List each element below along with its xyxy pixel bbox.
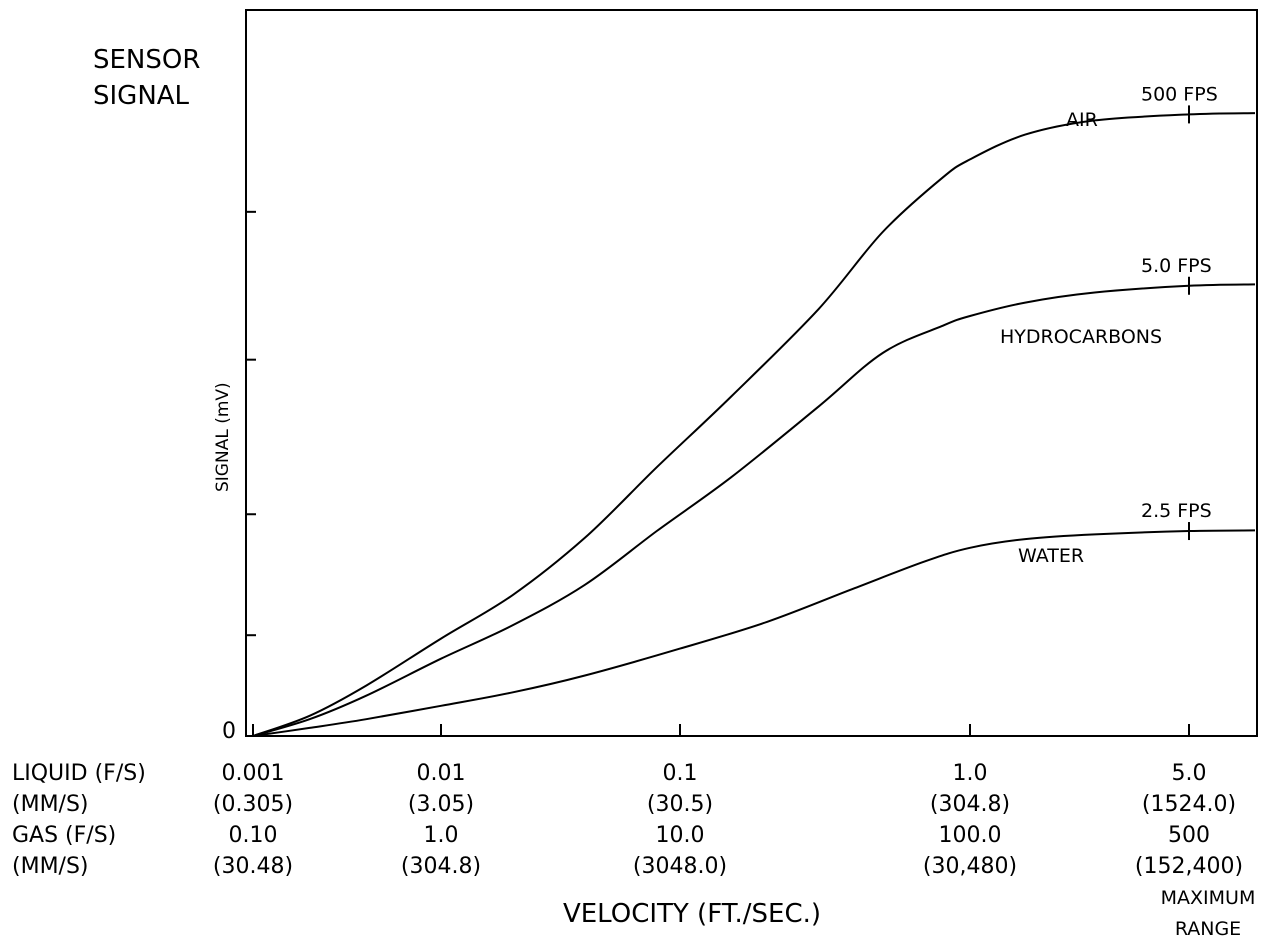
- axis-row-label-1: LIQUID (F/S): [12, 761, 146, 786]
- tick-value-3-0: 1.0: [953, 761, 988, 786]
- tick-value-0-0: 0.001: [222, 761, 285, 786]
- plot-frame: [245, 9, 1258, 737]
- end-label-hydrocarbons: 5.0 FPS: [1141, 255, 1212, 277]
- max-range-note-1: MAXIMUM: [1161, 887, 1256, 909]
- curve-water: [252, 529, 1256, 737]
- tick-value-1-2: 1.0: [424, 823, 459, 848]
- end-label-air: 500 FPS: [1141, 83, 1218, 105]
- curve-label-air: AIR: [1066, 109, 1098, 131]
- curve-air: [252, 112, 1256, 737]
- tick-value-1-0: 0.01: [417, 761, 466, 786]
- y-axis-label: SIGNAL (mV): [213, 382, 233, 492]
- chart-title-line-2: SIGNAL: [93, 81, 190, 111]
- tick-value-4-3: (152,400): [1135, 854, 1243, 879]
- y-zero-label: 0: [222, 719, 236, 744]
- tick-value-2-2: 10.0: [656, 823, 705, 848]
- tick-value-4-1: (1524.0): [1142, 792, 1236, 817]
- axis-row-label-3: GAS (F/S): [12, 823, 116, 848]
- tick-value-2-3: (3048.0): [633, 854, 727, 879]
- tick-value-4-0: 5.0: [1172, 761, 1207, 786]
- tick-value-3-3: (30,480): [923, 854, 1017, 879]
- tick-value-1-1: (3.05): [408, 792, 474, 817]
- curve-label-water: WATER: [1018, 545, 1084, 567]
- x-axis-label: VELOCITY (FT./SEC.): [563, 899, 821, 929]
- axis-row-label-4: (MM/S): [12, 854, 89, 879]
- tick-value-4-2: 500: [1168, 823, 1210, 848]
- tick-value-3-2: 100.0: [939, 823, 1002, 848]
- tick-value-1-3: (304.8): [401, 854, 481, 879]
- tick-value-0-1: (0.305): [213, 792, 293, 817]
- chart-title-line-1: SENSOR: [93, 45, 200, 75]
- tick-value-2-1: (30.5): [647, 792, 713, 817]
- max-range-note-2: RANGE: [1175, 918, 1241, 940]
- tick-value-3-1: (304.8): [930, 792, 1010, 817]
- end-label-water: 2.5 FPS: [1141, 500, 1212, 522]
- curve-label-hydrocarbons: HYDROCARBONS: [1000, 326, 1162, 348]
- tick-value-0-3: (30.48): [213, 854, 293, 879]
- tick-value-0-2: 0.10: [229, 823, 278, 848]
- tick-value-2-0: 0.1: [663, 761, 698, 786]
- axis-row-label-2: (MM/S): [12, 792, 89, 817]
- curve-hydrocarbons: [252, 283, 1256, 737]
